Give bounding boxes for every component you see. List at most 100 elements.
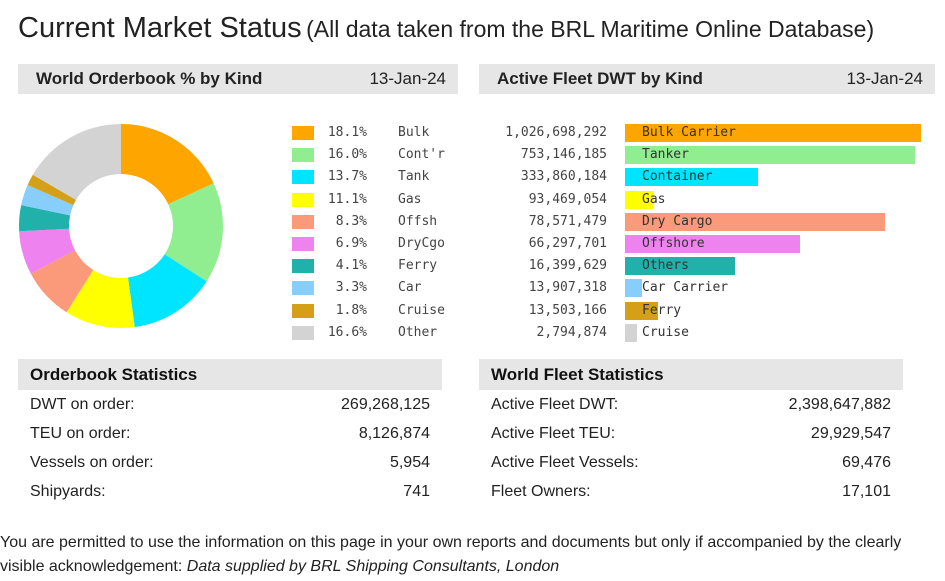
legend-kind: Ferry [398, 258, 438, 274]
fleet-dwt-value: 66,297,701 [528, 236, 607, 251]
orderbook-legend-row: 3.3% Car [292, 278, 462, 298]
footer-text: You are permitted to use the information… [0, 534, 902, 575]
legend-percent: 11.1% [327, 191, 367, 207]
legend-swatch [292, 126, 314, 140]
fleet-bar-label: Ferry [642, 302, 682, 318]
fleet-dwt-value: 13,907,318 [528, 280, 607, 296]
fleet-bar-label: Others [642, 258, 689, 274]
stat-value: 29,929,547 [810, 425, 891, 442]
legend-kind: Car [398, 280, 422, 296]
orderbook-panel-date: 13-Jan-24 [369, 69, 446, 88]
fleet-bar-label: Car Carrier [642, 280, 729, 296]
fleet-bar [625, 279, 642, 298]
legend-kind: Gas [398, 191, 422, 207]
fleet-dwt-value: 16,399,629 [528, 258, 607, 274]
legend-swatch [292, 192, 314, 207]
legend-kind: Cruise [398, 302, 445, 318]
fleet-bar [625, 146, 915, 165]
fleet-bar [625, 190, 654, 209]
legend-percent: 8.3% [335, 213, 367, 229]
fleet-bar [625, 257, 735, 276]
stat-label: Fleet Owners: [491, 483, 591, 500]
donut-slice-drycgo [19, 228, 76, 274]
legend-swatch [292, 303, 314, 318]
orderbook-legend-row: 8.3% Offsh [292, 212, 462, 232]
orderbook-legend-row: 1.8% Cruise [292, 301, 462, 321]
donut-slice-ferry [19, 205, 71, 232]
page-title: Current Market Status (All data taken fr… [18, 12, 874, 45]
orderbook-donut-chart [19, 124, 224, 328]
fleet-bar-label: Offshore [642, 236, 705, 251]
donut-slice-cruise [27, 174, 77, 206]
fleet-stat-row: Active Fleet DWT: 2,398,647,882 [479, 396, 903, 420]
legend-swatch [292, 325, 314, 340]
legend-kind: Offsh [398, 213, 438, 229]
fleet-stat-row: Fleet Owners: 17,101 [479, 483, 903, 507]
orderbook-legend-row: 16.6% Other [292, 323, 462, 343]
legend-percent: 16.0% [327, 147, 367, 163]
fleet-bar [625, 235, 800, 253]
fleet-dwt-value: 93,469,054 [528, 191, 607, 207]
fleet-stat-row: Active Fleet Vessels: 69,476 [479, 454, 903, 478]
donut-slice-tank [128, 254, 207, 328]
orderbook-stat-row: Vessels on order: 5,954 [18, 454, 442, 478]
legend-swatch [292, 148, 314, 163]
stat-value: 741 [403, 483, 430, 500]
orderbook-stats-header: Orderbook Statistics [18, 359, 442, 390]
fleet-bar-row: 13,907,318 Car Carrier [480, 278, 940, 298]
stat-value: 269,268,125 [341, 396, 430, 413]
orderbook-panel-title: World Orderbook % by Kind [36, 69, 263, 88]
fleet-bar-label: Container [642, 169, 713, 185]
footer-acknowledgement: Data supplied by BRL Shipping Consultant… [186, 558, 560, 575]
legend-swatch [292, 237, 314, 251]
fleet-panel-date: 13-Jan-24 [846, 69, 923, 88]
fleet-bar [625, 323, 637, 342]
legend-kind: Tank [398, 169, 430, 185]
legend-percent: 3.3% [335, 280, 367, 296]
stat-label: TEU on order: [30, 425, 131, 442]
fleet-bar-row: 2,794,874 Cruise [480, 323, 940, 343]
legend-kind: Bulk [398, 125, 430, 140]
donut-slice-offsh [30, 250, 94, 313]
legend-swatch [292, 170, 314, 185]
fleet-bar-row: 333,860,184 Container [480, 167, 940, 187]
legend-kind: Cont'r [398, 147, 445, 163]
fleet-bar [625, 124, 921, 142]
legend-swatch [292, 214, 314, 229]
stat-value: 17,101 [842, 483, 891, 500]
donut-slice-contr [164, 183, 224, 282]
fleet-dwt-value: 333,860,184 [520, 169, 607, 185]
page-title-main: Current Market Status [18, 12, 302, 44]
legend-kind: Other [398, 324, 438, 340]
orderbook-stat-row: TEU on order: 8,126,874 [18, 425, 442, 449]
fleet-bar-row: 78,571,479 Dry Cargo [480, 212, 940, 232]
fleet-bar-row: 753,146,185 Tanker [480, 145, 940, 165]
stat-label: Active Fleet TEU: [491, 425, 616, 442]
stat-label: Vessels on order: [30, 454, 154, 471]
legend-swatch [292, 281, 314, 296]
fleet-bar-row: 93,469,054 Gas [480, 190, 940, 210]
stat-value: 2,398,647,882 [788, 396, 891, 413]
orderbook-legend-row: 11.1% Gas [292, 190, 462, 210]
fleet-bar [625, 301, 658, 320]
orderbook-legend-row: 18.1% Bulk [292, 123, 462, 143]
fleet-dwt-value: 78,571,479 [528, 213, 607, 229]
page-title-sub: (All data taken from the BRL Maritime On… [306, 16, 875, 42]
orderbook-stat-row: DWT on order: 269,268,125 [18, 396, 442, 420]
fleet-bar-label: Tanker [642, 147, 689, 163]
fleet-bar-row: 66,297,701 Offshore [480, 234, 940, 254]
orderbook-panel-header: World Orderbook % by Kind 13-Jan-24 [18, 64, 458, 94]
stat-value: 69,476 [842, 454, 891, 471]
fleet-bar-row: 1,026,698,292 Bulk Carrier [480, 123, 940, 143]
orderbook-legend-row: 6.9% DryCgo [292, 234, 462, 254]
footer-notice: You are permitted to use the information… [0, 531, 940, 579]
legend-kind: DryCgo [398, 236, 445, 251]
orderbook-stat-row: Shipyards: 741 [18, 483, 442, 507]
fleet-bar [625, 212, 885, 231]
fleet-bar-label: Dry Cargo [642, 213, 713, 229]
fleet-stats-header: World Fleet Statistics [479, 359, 903, 390]
legend-swatch [292, 259, 314, 274]
legend-percent: 16.6% [327, 324, 367, 340]
legend-percent: 13.7% [327, 169, 367, 185]
legend-percent: 18.1% [327, 125, 367, 140]
